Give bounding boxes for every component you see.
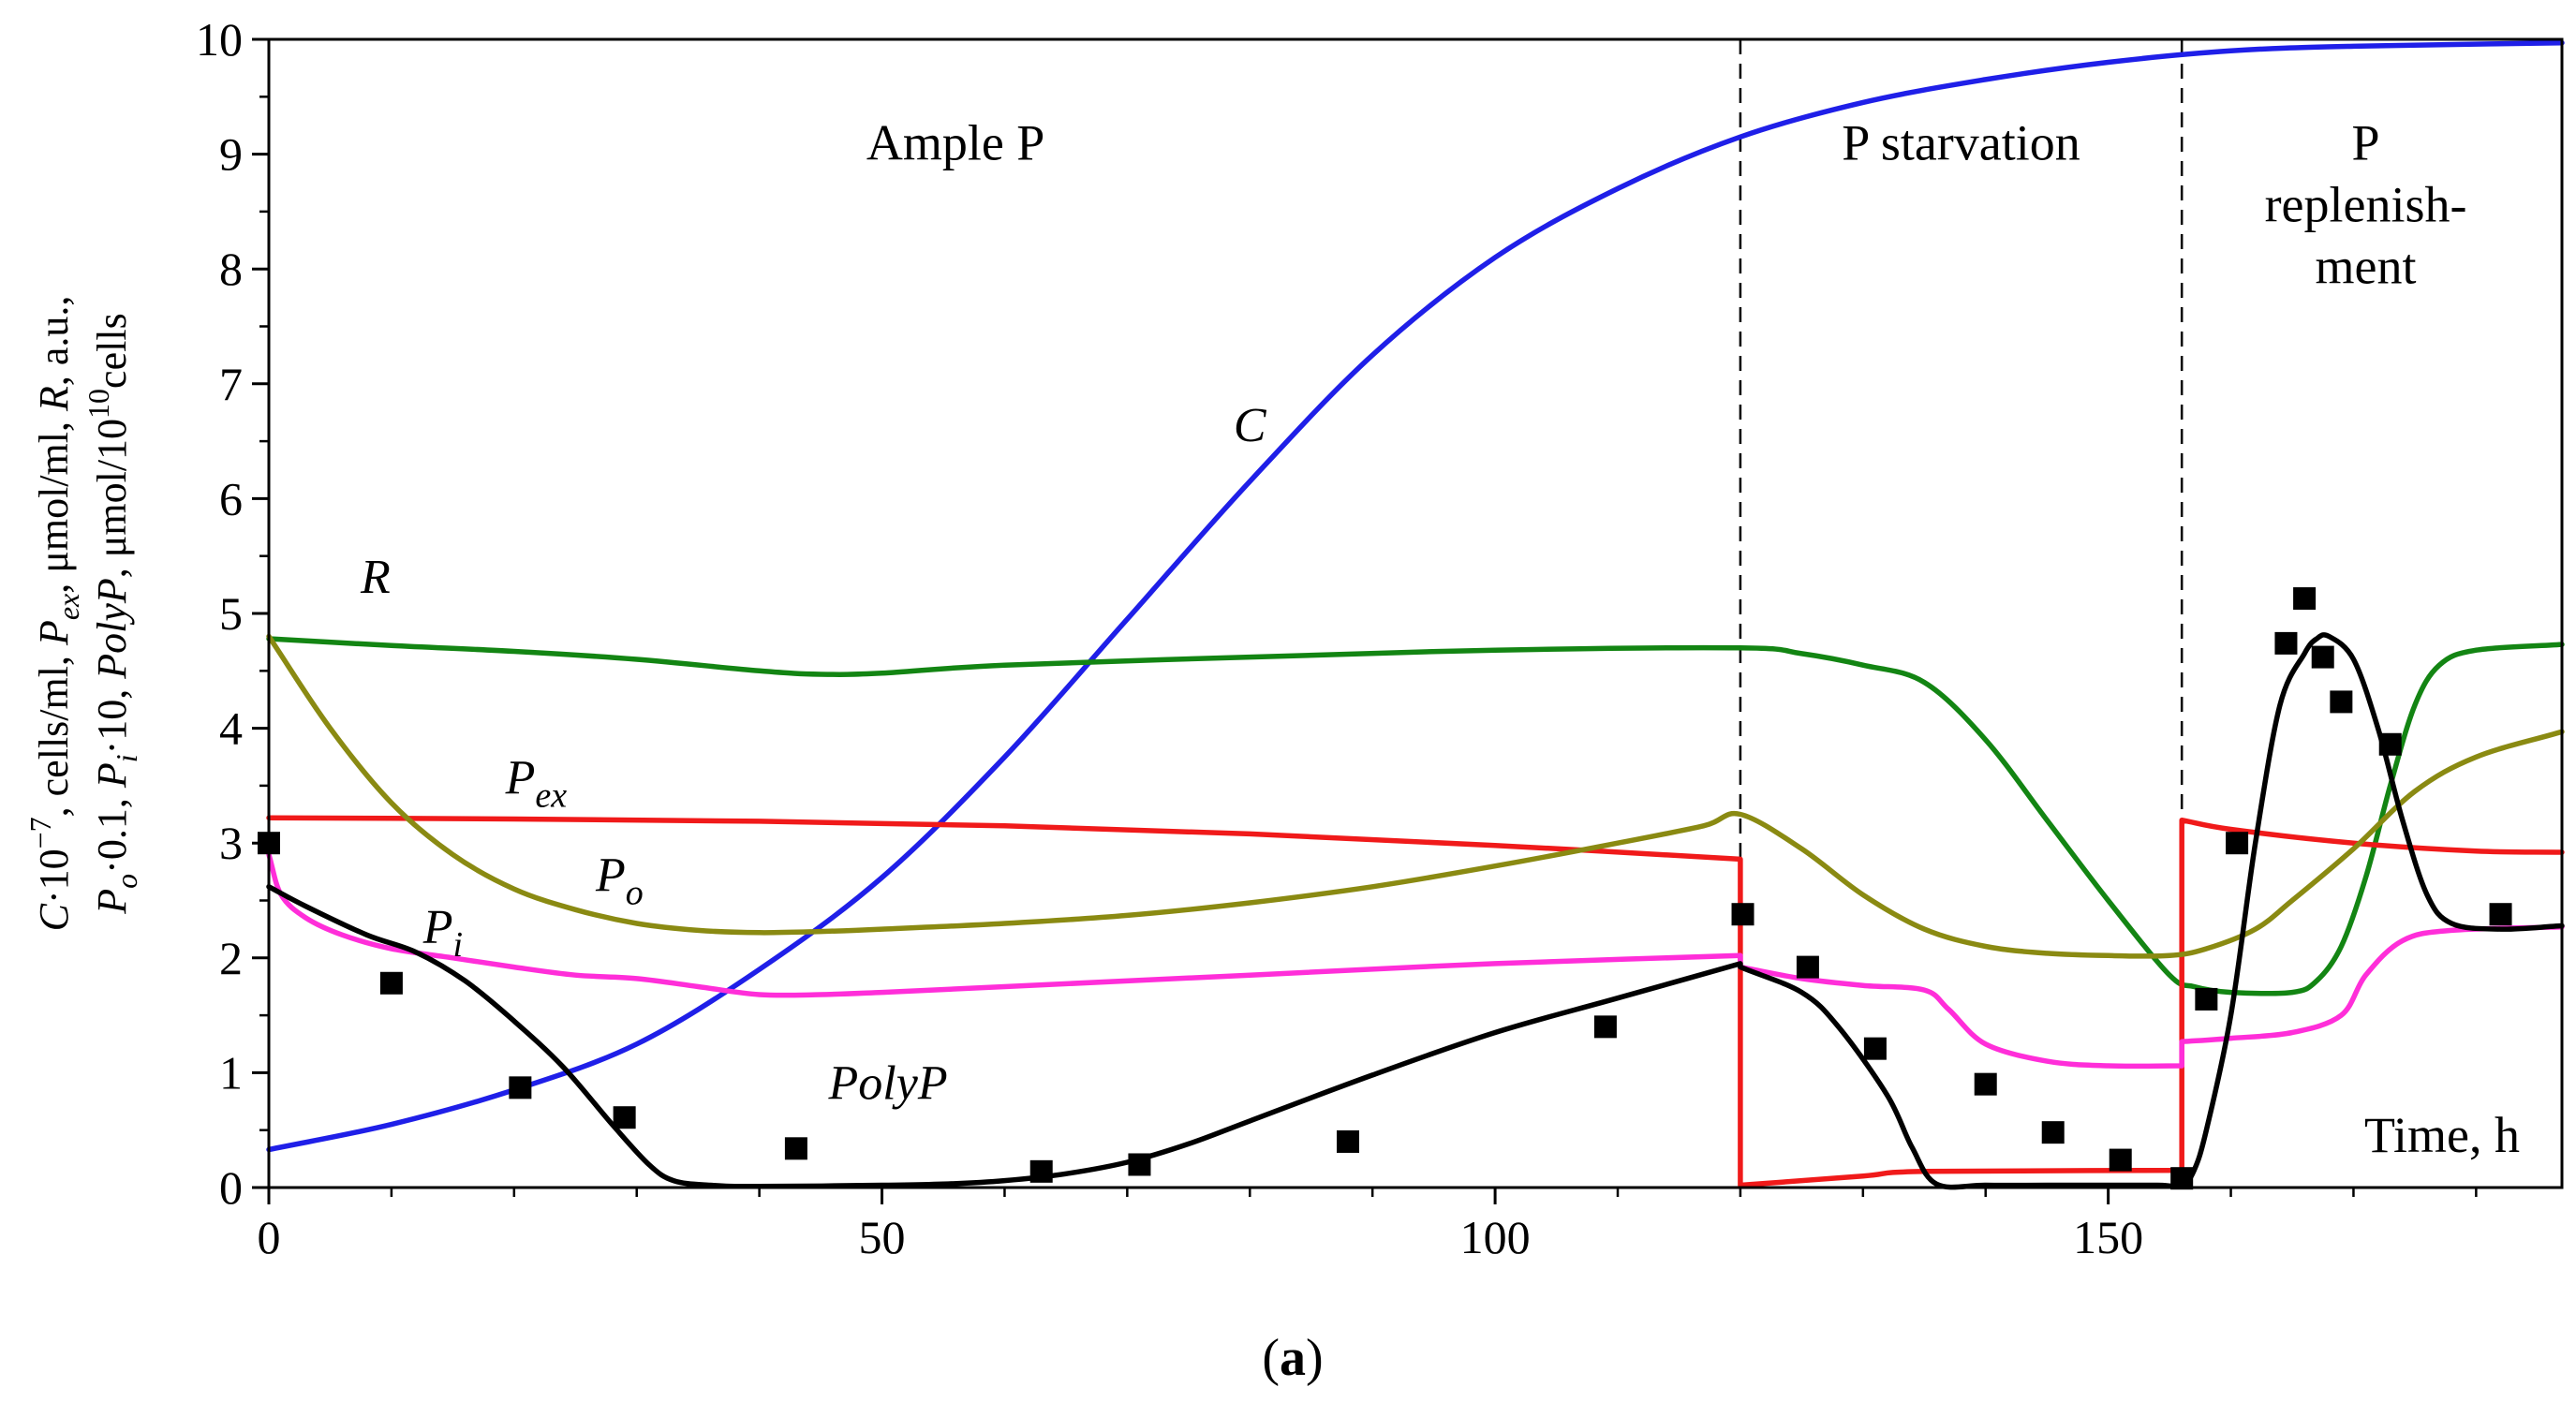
polyp-marker <box>2311 645 2334 669</box>
series-po-line <box>266 633 2565 959</box>
curve-label-po: Po <box>595 849 644 913</box>
series-pi-line <box>266 851 2565 1070</box>
region-label-0: Ample P <box>866 115 1045 171</box>
polyp-marker <box>1974 1072 1997 1096</box>
polyp-marker <box>1029 1159 1053 1183</box>
curve-label-pex: Pex <box>505 751 568 815</box>
polyp-marker <box>2041 1121 2065 1144</box>
y-tick-label: 1 <box>219 1046 243 1099</box>
series-polyp-line <box>266 632 2565 1190</box>
axis-ticks <box>252 37 2478 1204</box>
polyp-marker <box>1593 1015 1617 1039</box>
x-tick-label: 150 <box>2073 1211 2143 1263</box>
y-tick-label: 2 <box>219 932 243 984</box>
chart-text: 0 50 100 150 0 1 2 3 4 5 6 7 8 9 10 Ample P P starvation… <box>196 13 2467 1263</box>
y-tick-label: 4 <box>219 702 243 755</box>
polyp-marker <box>2378 732 2402 756</box>
figure-caption: (a) <box>1262 1329 1323 1387</box>
y-tick-label: 8 <box>219 243 243 295</box>
plot-frame <box>267 37 2564 1189</box>
y-tick-label: 6 <box>219 472 243 524</box>
series-layer <box>266 39 2565 1190</box>
polyp-marker <box>379 971 403 995</box>
x-tick-label: 0 <box>258 1211 281 1263</box>
polyp-marker <box>1796 955 1819 979</box>
series-r-line <box>266 636 2565 996</box>
polyp-marker <box>1337 1129 1359 1153</box>
polyp-marker <box>2195 987 2218 1011</box>
polyp-marker <box>2330 690 2353 714</box>
polyp-marker <box>613 1106 636 1129</box>
polyp-marker <box>2489 903 2512 926</box>
polyp-marker <box>2226 832 2249 855</box>
y-axis-title: C·10−7, cells/ml, Pex, μmol/ml, R, a.u.,… <box>23 296 143 932</box>
curve-label-c: C <box>1234 399 1267 452</box>
y-tick-label: 5 <box>219 587 243 640</box>
series-c-line <box>266 39 2565 1153</box>
y-tick-label: 3 <box>219 817 243 869</box>
x-axis-title: Time, h <box>2364 1107 2520 1163</box>
polyp-marker <box>1863 1037 1887 1060</box>
curve-label-r: R <box>360 551 391 604</box>
polyp-marker <box>784 1137 807 1160</box>
polyp-marker <box>2170 1167 2194 1190</box>
polyp-marker <box>2274 631 2298 655</box>
polyp-marker <box>1731 903 1754 926</box>
x-tick-label: 50 <box>859 1211 906 1263</box>
polyp-marker <box>2109 1148 2132 1172</box>
y-tick-label: 9 <box>219 128 243 181</box>
polyp-marker <box>509 1076 532 1099</box>
curve-label-polyp: PolyP <box>828 1057 948 1111</box>
x-tick-label: 100 <box>1460 1211 1531 1263</box>
series-pex-line <box>266 815 2565 1188</box>
polyp-marker <box>2293 587 2317 611</box>
y-tick-label: 7 <box>219 358 243 410</box>
curve-label-pi: Pi <box>422 901 463 965</box>
y-tick-label: 0 <box>219 1161 243 1214</box>
phase-boundary-lines <box>1739 39 2184 1188</box>
polyp-marker <box>1128 1153 1151 1176</box>
y-tick-label: 10 <box>196 13 243 66</box>
region-label-1: P starvation <box>1842 115 2080 171</box>
